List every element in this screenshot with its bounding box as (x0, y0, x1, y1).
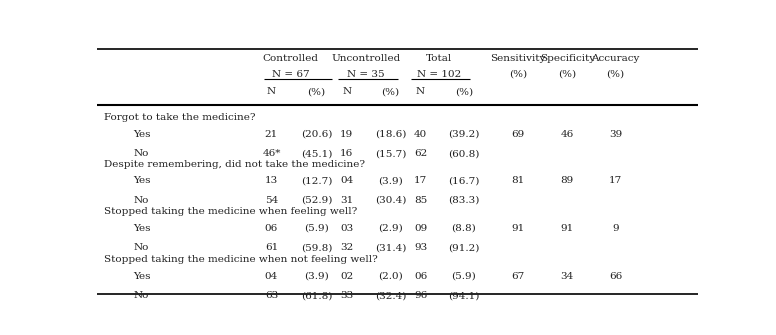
Text: (%): (%) (382, 87, 400, 96)
Text: 04: 04 (340, 176, 353, 185)
Text: 09: 09 (414, 224, 427, 233)
Text: (5.9): (5.9) (452, 272, 476, 281)
Text: 54: 54 (265, 196, 278, 205)
Text: 66: 66 (609, 272, 622, 281)
Text: Forgot to take the medicine?: Forgot to take the medicine? (104, 113, 256, 122)
Text: (91.2): (91.2) (449, 243, 480, 252)
Text: (60.8): (60.8) (449, 149, 480, 158)
Text: 96: 96 (414, 291, 427, 300)
Text: Specificity: Specificity (540, 54, 595, 63)
Text: (12.7): (12.7) (301, 176, 332, 185)
Text: (15.7): (15.7) (375, 149, 406, 158)
Text: 67: 67 (511, 272, 525, 281)
Text: (59.8): (59.8) (301, 243, 332, 252)
Text: (45.1): (45.1) (301, 149, 332, 158)
Text: N = 67: N = 67 (272, 70, 310, 79)
Text: No: No (133, 196, 148, 205)
Text: (%): (%) (307, 87, 326, 96)
Text: Accuracy: Accuracy (591, 54, 639, 63)
Text: 63: 63 (265, 291, 278, 300)
Text: No: No (133, 243, 148, 252)
Text: 69: 69 (511, 130, 525, 139)
Text: 34: 34 (561, 272, 574, 281)
Text: (18.6): (18.6) (375, 130, 406, 139)
Text: (31.4): (31.4) (375, 243, 406, 252)
Text: 17: 17 (609, 176, 622, 185)
Text: 81: 81 (511, 176, 525, 185)
Text: (%): (%) (558, 70, 577, 79)
Text: 46: 46 (561, 130, 574, 139)
Text: (16.7): (16.7) (449, 176, 480, 185)
Text: Yes: Yes (133, 224, 151, 233)
Text: N = 35: N = 35 (347, 70, 385, 79)
Text: Sensitivity: Sensitivity (490, 54, 546, 63)
Text: 13: 13 (265, 176, 278, 185)
Text: (83.3): (83.3) (449, 196, 480, 205)
Text: 61: 61 (265, 243, 278, 252)
Text: (2.9): (2.9) (378, 224, 403, 233)
Text: (30.4): (30.4) (375, 196, 406, 205)
Text: (32.4): (32.4) (375, 291, 406, 300)
Text: 93: 93 (414, 243, 427, 252)
Text: 03: 03 (340, 224, 353, 233)
Text: 40: 40 (414, 130, 427, 139)
Text: Yes: Yes (133, 130, 151, 139)
Text: Controlled: Controlled (262, 54, 319, 63)
Text: (52.9): (52.9) (301, 196, 332, 205)
Text: (2.0): (2.0) (378, 272, 403, 281)
Text: (%): (%) (606, 70, 625, 79)
Text: (5.9): (5.9) (304, 224, 329, 233)
Text: 17: 17 (414, 176, 427, 185)
Text: (3.9): (3.9) (304, 272, 329, 281)
Text: Despite remembering, did not take the medicine?: Despite remembering, did not take the me… (104, 159, 365, 169)
Text: 85: 85 (414, 196, 427, 205)
Text: (94.1): (94.1) (449, 291, 480, 300)
Text: 19: 19 (340, 130, 353, 139)
Text: 89: 89 (561, 176, 574, 185)
Text: No: No (133, 149, 148, 158)
Text: 91: 91 (561, 224, 574, 233)
Text: 21: 21 (265, 130, 278, 139)
Text: Yes: Yes (133, 272, 151, 281)
Text: Total: Total (426, 54, 452, 63)
Text: Yes: Yes (133, 176, 151, 185)
Text: (39.2): (39.2) (449, 130, 480, 139)
Text: 31: 31 (340, 196, 353, 205)
Text: (3.9): (3.9) (378, 176, 403, 185)
Text: 46*: 46* (262, 149, 281, 158)
Text: (%): (%) (455, 87, 473, 96)
Text: 06: 06 (414, 272, 427, 281)
Text: Stopped taking the medicine when feeling well?: Stopped taking the medicine when feeling… (104, 207, 358, 216)
Text: 39: 39 (609, 130, 622, 139)
Text: No: No (133, 291, 148, 300)
Text: Uncontrolled: Uncontrolled (331, 54, 400, 63)
Text: (20.6): (20.6) (301, 130, 332, 139)
Text: Stopped taking the medicine when not feeling well?: Stopped taking the medicine when not fee… (104, 255, 378, 264)
Text: 06: 06 (265, 224, 278, 233)
Text: (8.8): (8.8) (452, 224, 476, 233)
Text: 9: 9 (612, 224, 618, 233)
Text: 62: 62 (414, 149, 427, 158)
Text: 91: 91 (511, 224, 525, 233)
Text: 16: 16 (340, 149, 353, 158)
Text: N: N (267, 87, 276, 96)
Text: 04: 04 (265, 272, 278, 281)
Text: (61.8): (61.8) (301, 291, 332, 300)
Text: 02: 02 (340, 272, 353, 281)
Text: N: N (416, 87, 425, 96)
Text: N: N (342, 87, 352, 96)
Text: (%): (%) (509, 70, 527, 79)
Text: N = 102: N = 102 (417, 70, 461, 79)
Text: 33: 33 (340, 291, 353, 300)
Text: 32: 32 (340, 243, 353, 252)
